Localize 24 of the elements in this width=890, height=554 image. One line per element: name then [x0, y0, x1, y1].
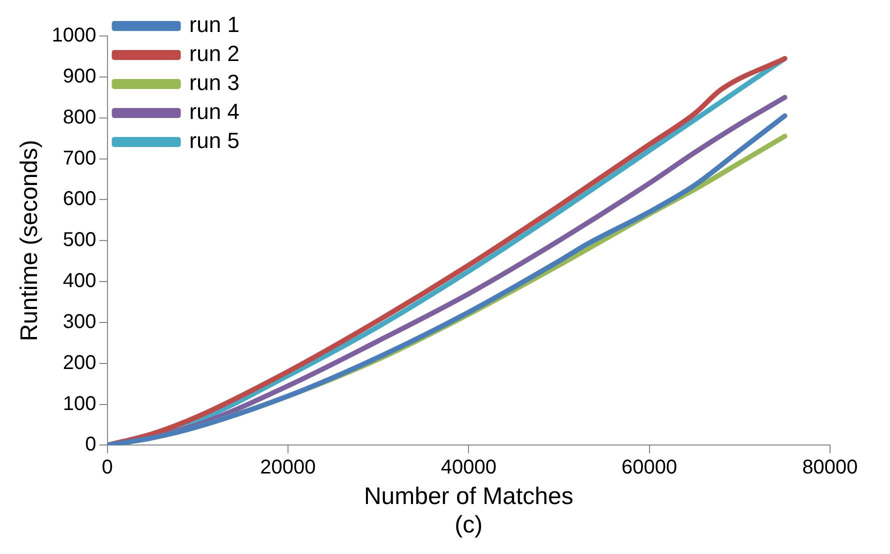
y-tick-label: 600: [62, 188, 96, 210]
y-tick-label: 700: [62, 147, 96, 170]
y-tick-label: 300: [62, 310, 96, 333]
legend-label: run 2: [189, 41, 240, 66]
y-tick-label: 1000: [52, 24, 96, 47]
y-tick-label: 100: [62, 392, 96, 415]
text: (c): [454, 512, 483, 539]
legend-label: run 1: [189, 12, 240, 38]
legend-label: run 3: [189, 70, 240, 96]
x-tick-label: 60000: [622, 456, 678, 479]
legend-label: run 4: [189, 99, 240, 124]
y-tick-label: 500: [62, 229, 96, 252]
y-tick-label: 0: [85, 434, 96, 456]
x-tick-label: 80000: [802, 456, 858, 479]
y-tick-label: 900: [62, 65, 96, 88]
y-axis-title: Runtime (seconds): [16, 140, 44, 342]
x-axis-title: Number of Matches: [364, 483, 574, 510]
x-tick-label: 0: [102, 456, 113, 479]
y-tick-label: 400: [62, 270, 96, 292]
x-tick-label: 20000: [260, 456, 316, 479]
legend-label: run 5: [189, 128, 240, 154]
y-tick-label: 200: [62, 352, 96, 374]
y-tick-label: 800: [62, 106, 96, 128]
x-tick-label: 40000: [440, 456, 496, 479]
